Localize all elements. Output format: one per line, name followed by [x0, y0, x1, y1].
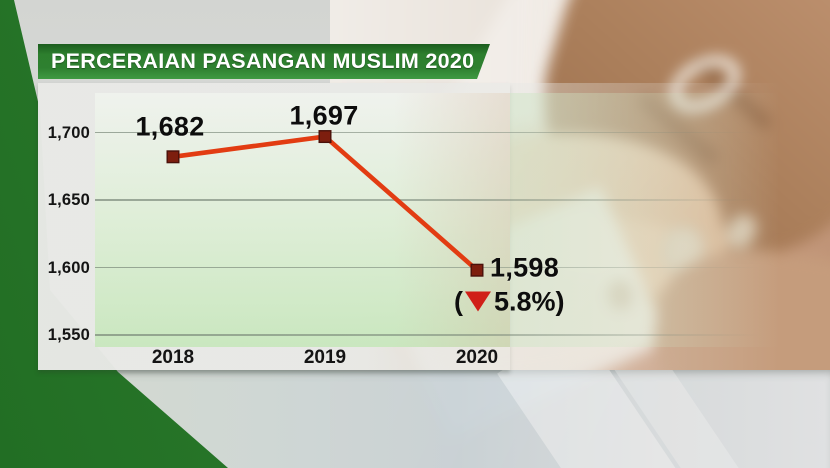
x-tick-label: 2018 — [151, 347, 195, 368]
data-label-2020: 1,598 — [490, 252, 560, 283]
x-tick-label: 2020 — [455, 347, 499, 368]
title-text: PERCERAIAN PASANGAN MUSLIM 2020 — [51, 49, 475, 73]
x-tick-label: 2019 — [303, 347, 347, 368]
plot-area-fade — [510, 93, 780, 347]
percent-change: 5.8%) — [494, 286, 565, 317]
gridline — [95, 131, 780, 134]
gridline — [95, 266, 780, 269]
change-annotation: (5.8%) — [454, 287, 565, 318]
y-tick-label: 1,600 — [47, 258, 90, 277]
y-tick-label: 1,550 — [47, 326, 90, 344]
gridline — [95, 199, 780, 201]
data-label-2019: 1,697 — [289, 100, 359, 131]
y-tick-label: 1,650 — [47, 191, 90, 209]
open-paren: ( — [454, 286, 463, 317]
y-tick-label: 1,700 — [47, 123, 90, 142]
down-arrow-icon — [465, 291, 491, 312]
gridline — [95, 334, 780, 336]
data-label-2018: 1,682 — [135, 111, 205, 142]
chart: 1,700 1,650 1,600 1,550 2018 2019 2020 1,682 … — [38, 83, 783, 370]
title-banner: PERCERAIAN PASANGAN MUSLIM 2020 — [38, 44, 490, 79]
